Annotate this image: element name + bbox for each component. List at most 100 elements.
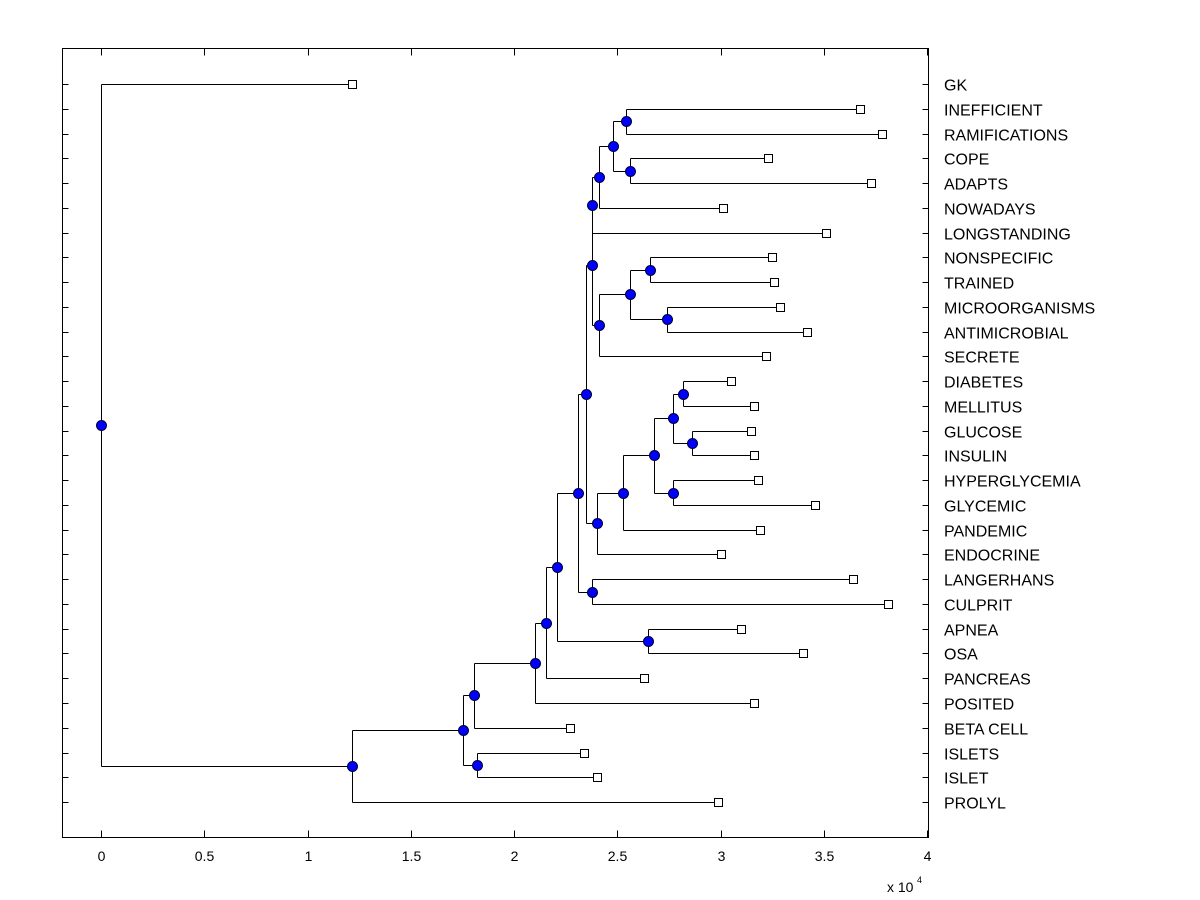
leaf-label: COPE [944, 152, 989, 169]
cluster-node [587, 587, 598, 598]
leaf-label: APNEA [944, 623, 999, 640]
leaf-marker [776, 303, 785, 312]
leaf-marker [762, 352, 771, 361]
leaf-marker [640, 674, 649, 683]
x-tick-label: 0.5 [195, 848, 215, 864]
cluster-node [625, 166, 636, 177]
cluster-node [592, 518, 603, 529]
cluster-node [668, 488, 679, 499]
leaf-label: MICROORGANISMS [944, 301, 1095, 318]
x-tick-labels: 0 0.5 1 1.5 2 2.5 3 3.5 4 [98, 848, 932, 864]
leaf-label: INSULIN [944, 449, 1007, 466]
leaf-marker [719, 204, 728, 213]
cluster-node [649, 450, 660, 461]
x-tick-label: 4 [924, 848, 932, 864]
leaf-marker [867, 179, 876, 188]
cluster-node [668, 413, 679, 424]
cluster-node [552, 562, 563, 573]
cluster-node [458, 725, 469, 736]
x-tick-label: 0 [98, 848, 106, 864]
leaf-marker [566, 724, 575, 733]
leaf-label: TRAINED [944, 276, 1014, 293]
leaf-marker [727, 377, 736, 386]
leaf-marker [750, 699, 759, 708]
leaf-marker [754, 476, 763, 485]
leaf-marker [770, 278, 779, 287]
leaf-marker [750, 402, 759, 411]
leaf-marker [580, 749, 589, 758]
x-tick-label: 3 [718, 848, 726, 864]
axis-ticks [62, 48, 929, 838]
leaf-label: OSA [944, 647, 978, 664]
leaf-marker [714, 798, 723, 807]
leaf-label: GLUCOSE [944, 425, 1022, 442]
cluster-node [678, 389, 689, 400]
leaf-marker [856, 105, 865, 114]
x-tick-label: 1 [305, 848, 313, 864]
leaf-label: PANDEMIC [944, 524, 1027, 541]
leaf-label: ENDOCRINE [944, 548, 1040, 565]
cluster-node [625, 289, 636, 300]
cluster-node [530, 658, 541, 669]
cluster-node [469, 690, 480, 701]
cluster-node [594, 320, 605, 331]
x-tick-label: 1.5 [402, 848, 422, 864]
leaf-label: MELLITUS [944, 400, 1022, 417]
leaf-label: RAMIFICATIONS [944, 128, 1068, 145]
x-multiplier-label: x 10 [887, 879, 914, 895]
leaf-marker [799, 649, 808, 658]
x-tick-label: 3.5 [815, 848, 835, 864]
leaf-label: ANTIMICROBIAL [944, 326, 1069, 343]
cluster-node [662, 314, 673, 325]
leaf-marker [764, 154, 773, 163]
cluster-node [472, 760, 483, 771]
leaf-label: GK [944, 78, 967, 95]
plot-frame [62, 48, 929, 838]
cluster-node [643, 636, 654, 647]
x-tick-label: 2.5 [608, 848, 628, 864]
cluster-node [687, 438, 698, 449]
leaf-label: BETA CELL [944, 722, 1028, 739]
x-tick-label: 2 [511, 848, 519, 864]
leaf-label: SECRETE [944, 350, 1020, 367]
leaf-marker [750, 451, 759, 460]
cluster-node [645, 265, 656, 276]
cluster-node [347, 761, 358, 772]
leaf-label: GLYCEMIC [944, 499, 1026, 516]
cluster-node [594, 172, 605, 183]
cluster-node [621, 116, 632, 127]
leaf-label: NOWADAYS [944, 202, 1036, 219]
leaf-marker [756, 526, 765, 535]
dendrogram-markers [96, 80, 893, 807]
cluster-node [587, 200, 598, 211]
leaf-marker [348, 80, 357, 89]
leaf-label: POSITED [944, 697, 1014, 714]
leaf-label: NONSPECIFIC [944, 251, 1053, 268]
leaf-marker [803, 328, 812, 337]
leaf-label: ISLETS [944, 747, 999, 764]
leaf-marker [811, 501, 820, 510]
x-multiplier-exponent: 4 [917, 875, 922, 885]
cluster-node [587, 260, 598, 271]
leaf-label: PROLYL [944, 796, 1006, 813]
leaf-labels: GK INEFFICIENT RAMIFICATIONS COPE ADAPTS NOWA… [944, 78, 1095, 813]
leaf-label: ISLET [944, 771, 989, 788]
leaf-marker [768, 253, 777, 262]
leaf-label: CULPRIT [944, 598, 1013, 615]
leaf-marker [822, 229, 831, 238]
leaf-label: ADAPTS [944, 177, 1008, 194]
cluster-node [581, 389, 592, 400]
cluster-node [608, 141, 619, 152]
leaf-label: HYPERGLYCEMIA [944, 474, 1081, 491]
leaf-marker [884, 600, 893, 609]
cluster-node [541, 618, 552, 629]
leaf-label: LONGSTANDING [944, 227, 1071, 244]
leaf-marker [747, 427, 756, 436]
leaf-label: DIABETES [944, 375, 1023, 392]
cluster-node [96, 420, 107, 431]
cluster-node [618, 488, 629, 499]
leaf-marker [737, 625, 746, 634]
leaf-label: PANCREAS [944, 672, 1031, 689]
leaf-label: INEFFICIENT [944, 103, 1043, 120]
